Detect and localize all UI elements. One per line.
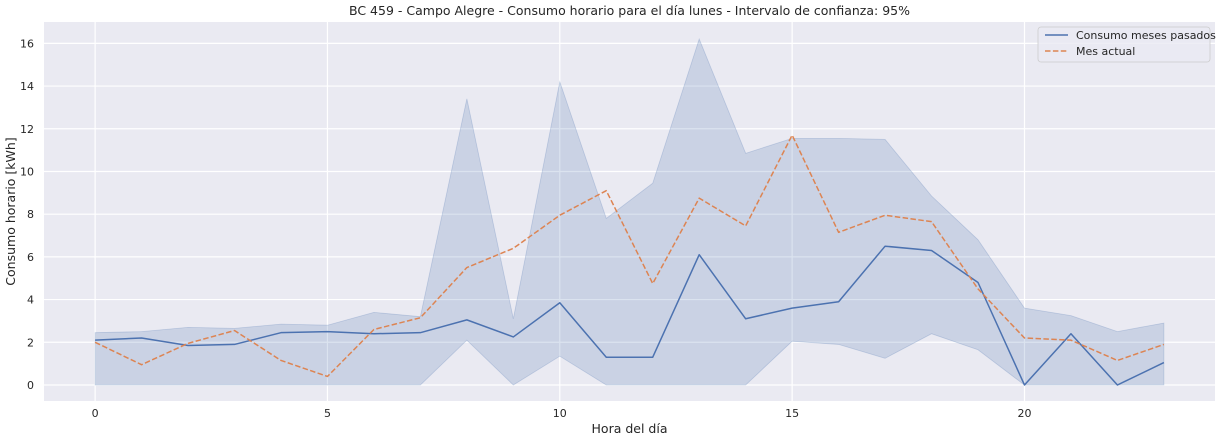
series-line-consumo-meses-pasados	[95, 245, 1165, 386]
y-tick-label-12: 12	[20, 123, 34, 136]
y-tick-label-14: 14	[20, 80, 34, 93]
chart-title: BC 459 - Campo Alegre - Consumo horario …	[349, 3, 910, 18]
legend-label-consumo-meses-pasados: Consumo meses pasados	[1076, 29, 1216, 42]
x-tick-label-15: 15	[785, 407, 799, 420]
tick-labels: 0 5 10 15 20 0 2 4 6 8 10 12 14 16	[20, 37, 1031, 420]
x-tick-label-5: 5	[324, 407, 331, 420]
series-lines	[94, 134, 1165, 386]
series-line-mes-actual	[94, 134, 1165, 378]
x-tick-label-20: 20	[1017, 407, 1031, 420]
y-tick-label-16: 16	[20, 37, 34, 50]
y-tick-label-0: 0	[27, 379, 34, 392]
y-tick-label-6: 6	[27, 251, 34, 264]
y-tick-label-10: 10	[20, 165, 34, 178]
legend-box	[1037, 26, 1211, 63]
ci-band-consumo-meses-pasados	[94, 37, 1165, 386]
legend-label-mes-actual: Mes actual	[1076, 45, 1135, 58]
x-axis-label: Hora del día	[592, 421, 668, 436]
y-tick-label-8: 8	[27, 208, 34, 221]
x-tick-label-0: 0	[92, 407, 99, 420]
plot-background	[44, 22, 1215, 401]
legend: Consumo meses pasados Mes actual	[1037, 26, 1216, 63]
x-tick-label-10: 10	[553, 407, 567, 420]
gridlines	[44, 22, 1215, 401]
y-tick-label-2: 2	[27, 336, 34, 349]
confidence-band	[94, 37, 1165, 386]
y-axis-label: Consumo horario [kWh]	[3, 137, 18, 285]
y-tick-label-4: 4	[27, 294, 34, 307]
